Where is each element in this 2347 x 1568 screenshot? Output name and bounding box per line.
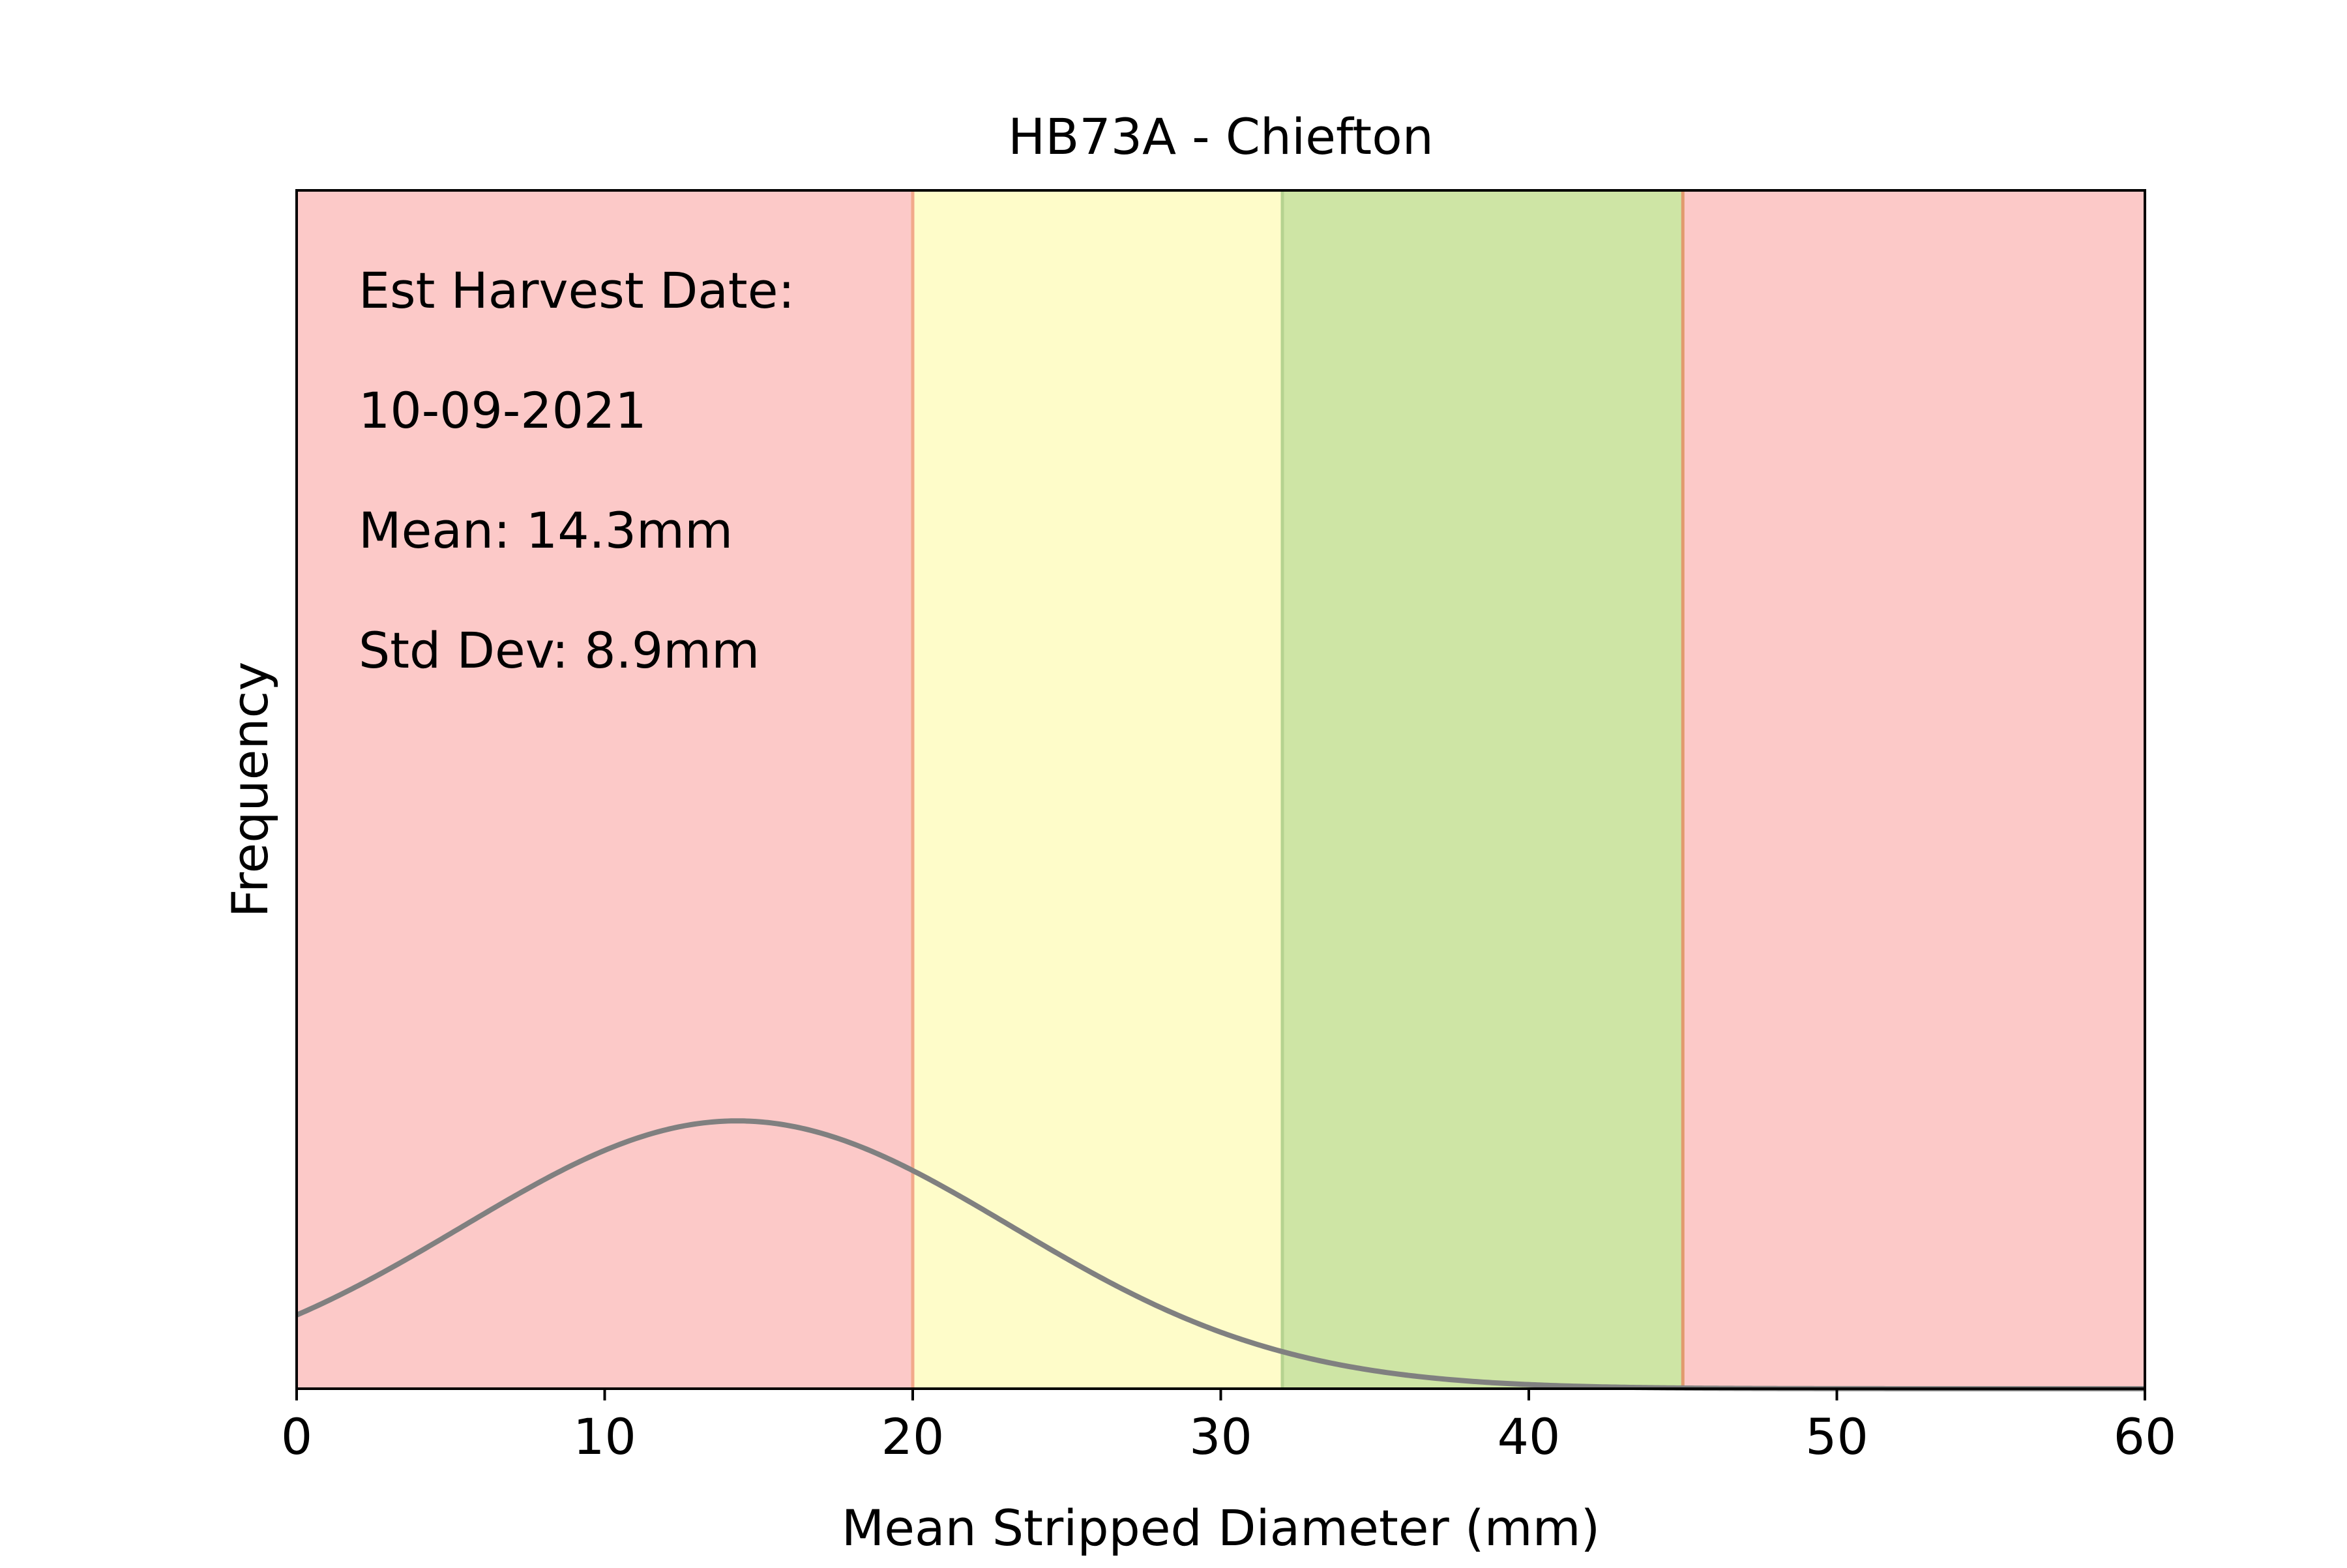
annotation-mean: Mean: 14.3mm [359, 501, 733, 559]
zone-band-0 [297, 190, 913, 1389]
x-tick-label-3: 30 [1189, 1408, 1252, 1466]
chart-title: HB73A - Chiefton [1008, 108, 1434, 166]
annotation-harvest-date: 10-09-2021 [359, 381, 647, 439]
annotation-harvest-label: Est Harvest Date: [359, 261, 795, 319]
x-tick-label-4: 40 [1498, 1408, 1561, 1466]
x-axis-ticks: 0 10 20 30 40 50 60 [281, 1389, 2177, 1466]
zone-band-3 [1683, 190, 2145, 1389]
zone-bands [297, 190, 2145, 1389]
zone-band-1 [913, 190, 1282, 1389]
x-tick-label-6: 60 [2114, 1408, 2177, 1466]
zone-band-2 [1282, 190, 1683, 1389]
x-tick-label-2: 20 [881, 1408, 945, 1466]
y-axis-label: Frequency [221, 662, 279, 918]
x-tick-label-1: 10 [573, 1408, 636, 1466]
x-tick-label-0: 0 [281, 1408, 312, 1466]
annotation-std-dev: Std Dev: 8.9mm [359, 621, 760, 679]
x-tick-label-5: 50 [1805, 1408, 1868, 1466]
x-axis-label: Mean Stripped Diameter (mm) [842, 1499, 1601, 1557]
